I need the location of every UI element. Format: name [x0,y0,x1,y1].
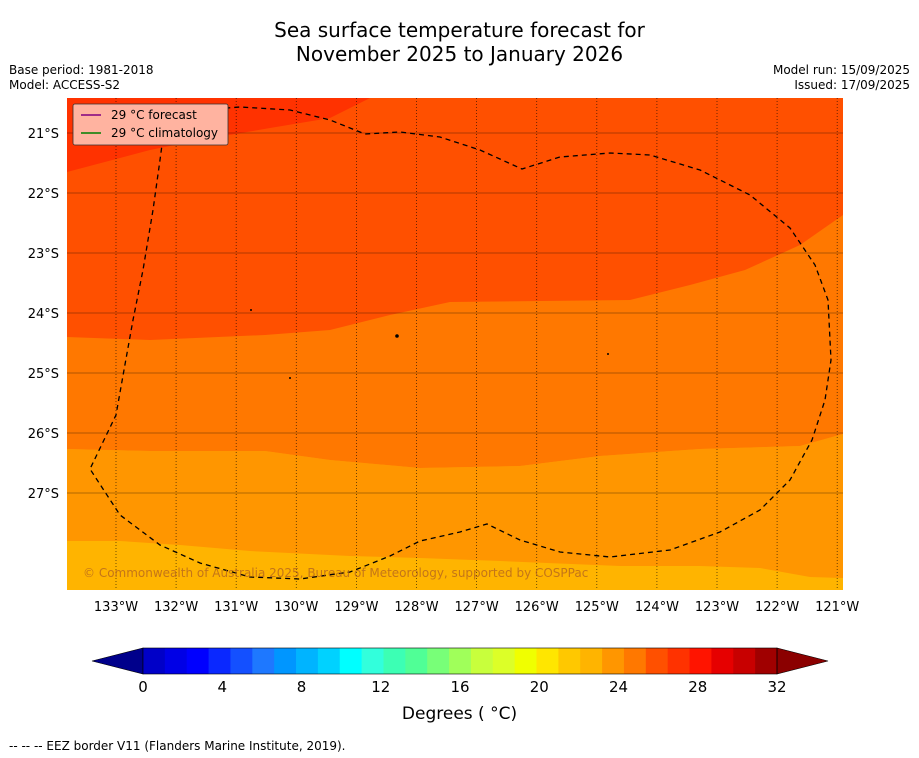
colorbar-swatch [492,648,516,674]
band-27-28 [67,434,843,578]
model-name: Model: ACCESS-S2 [9,78,121,92]
colorbar-tick-label: 20 [530,678,549,696]
colorbar-tick-label: 28 [688,678,707,696]
lon-tick-label: 127°W [455,600,499,615]
lat-tick-label: 24°S [28,307,59,322]
lon-tick-label: 128°W [394,600,438,615]
colorbar-swatch [405,648,428,674]
colorbar-tick-label: 8 [297,678,307,696]
colorbar-swatch [361,648,384,674]
colorbar-swatch [558,648,581,674]
lon-tick-label: 130°W [274,600,318,615]
colorbar-label: Degrees ( °C) [401,704,518,724]
colorbar-swatch [602,648,625,674]
colorbar-swatch [449,648,472,674]
meta-left: Base period: 1981-2018 Model: ACCESS-S2 [9,63,154,93]
colorbar-tick-label: 32 [767,678,786,696]
band-29-30 [67,98,843,340]
lon-tick-label: 124°W [635,600,679,615]
title-line-2: November 2025 to January 2026 [295,42,624,66]
colorbar-tick-label: 0 [138,678,148,696]
lat-tick-label: 22°S [28,187,59,202]
lat-tick-label: 21°S [28,127,59,142]
colorbar-ticks: 0 4 8 12 16 20 24 28 32 [138,678,786,696]
lon-tick-label: 129°W [334,600,378,615]
lon-tick-label: 125°W [575,600,619,615]
colorbar-swatch [755,648,778,674]
lon-tick-label: 123°W [695,600,739,615]
colorbar-swatch [208,648,231,674]
colorbar-swatch [383,648,406,674]
colorbar-swatch [252,648,275,674]
map-legend: 29 °C forecast 29 °C climatology [72,103,229,146]
lon-tick-label: 133°W [94,600,138,615]
footnote: -- -- -- EEZ border V11 (Flanders Marine… [9,739,346,753]
climatology-label: 29 °C climatology [111,126,218,140]
lat-tick-label: 26°S [28,427,59,442]
colorbar-max-arrow [776,647,829,675]
colorbar-tick-label: 12 [371,678,390,696]
model-run: Model run: 15/09/2025 [772,63,910,77]
colorbar-min-arrow [91,647,144,675]
lon-tick-label: 132°W [154,600,198,615]
copyright-text: © Commonwealth of Australia 2025, Bureau… [83,566,588,580]
eez-border [89,106,832,580]
base-period: Base period: 1981-2018 [9,63,154,77]
colorbar [91,647,829,675]
meta-right: Model run: 15/09/2025 Issued: 17/09/2025 [773,63,910,93]
lon-tick-label: 131°W [214,600,258,615]
lon-tick-label: 122°W [755,600,799,615]
islands [250,309,609,379]
colorbar-tick-label: 4 [217,678,227,696]
title-line-1: Sea surface temperature forecast for [274,18,645,42]
lat-tick-label: 25°S [28,367,59,382]
colorbar-swatch [274,648,297,674]
colorbar-swatch [339,648,363,674]
colorbar-swatch [711,648,734,674]
lon-tick-label: 121°W [815,600,859,615]
lat-tick-label: 27°S [28,487,59,502]
colorbar-frame [142,647,778,675]
temperature-field: © Commonwealth of Australia 2025, Bureau… [67,98,843,590]
colorbar-swatch [645,648,669,674]
colorbar-swatch [427,648,450,674]
forecast-label: 29 °C forecast [111,108,197,122]
colorbar-swatch [296,648,319,674]
colorbar-swatch [536,648,559,674]
chart-title: Sea surface temperature forecast for Nov… [0,18,919,66]
colorbar-swatch [186,648,210,674]
colorbar-swatch [733,648,756,674]
colorbar-tick-label: 16 [450,678,469,696]
lon-tick-label: 126°W [515,600,559,615]
colorbar-swatch [580,648,603,674]
colorbar-swatch [689,648,712,674]
longitude-labels: 133°W 132°W 131°W 130°W 129°W 128°W 127°W 126°W… [94,600,860,615]
map-figure: © Commonwealth of Australia 2025, Bureau… [28,98,860,696]
colorbar-swatch [143,648,166,674]
issued-date: Issued: 17/09/2025 [794,78,910,92]
colorbar-swatch [164,648,188,674]
colorbar-tick-label: 24 [609,678,628,696]
lat-tick-label: 23°S [28,247,59,262]
colorbar-swatch [470,648,494,674]
colorbar-swatch [230,648,253,674]
latitude-labels: 21°S 22°S 23°S 24°S 25°S 26°S 27°S [28,127,59,502]
colorbar-swatch [514,648,538,674]
colorbar-swatch [667,648,691,674]
colorbar-swatch [317,648,341,674]
colorbar-swatch [623,648,647,674]
